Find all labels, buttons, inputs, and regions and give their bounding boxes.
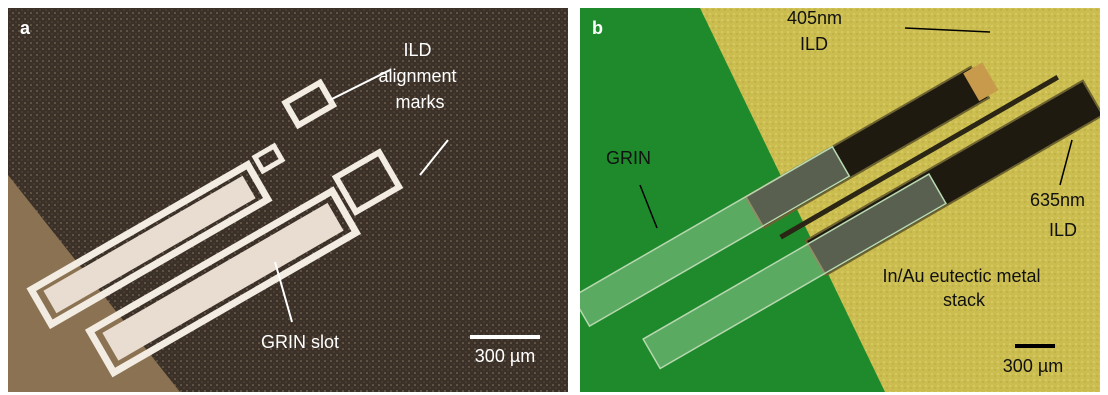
panel-b-image <box>573 8 1103 392</box>
annotation-line: GRIN slot <box>261 332 339 352</box>
scale-bar-label: 300 µm <box>1003 356 1063 376</box>
annotation-line: 405nm <box>787 8 842 28</box>
panel-label: a <box>20 18 31 38</box>
annotation: GRIN <box>606 148 651 168</box>
scale-bar-label: 300 µm <box>475 346 535 366</box>
annotation-line: alignment <box>378 66 456 86</box>
annotation: GRIN slot <box>261 332 339 352</box>
annotation-line: In/Au eutectic metal <box>882 266 1040 286</box>
annotation-line: stack <box>943 290 986 310</box>
annotation-line: 635nm <box>1030 190 1085 210</box>
annotation-line: marks <box>396 92 445 112</box>
annotation-line: GRIN <box>606 148 651 168</box>
figure: a ILD alignment marks GRIN slot 300 µm b… <box>0 0 1108 395</box>
annotation-line: ILD <box>1049 220 1077 240</box>
annotation-line: ILD <box>403 40 431 60</box>
annotation-line: ILD <box>800 34 828 54</box>
panel-label: b <box>592 18 603 38</box>
